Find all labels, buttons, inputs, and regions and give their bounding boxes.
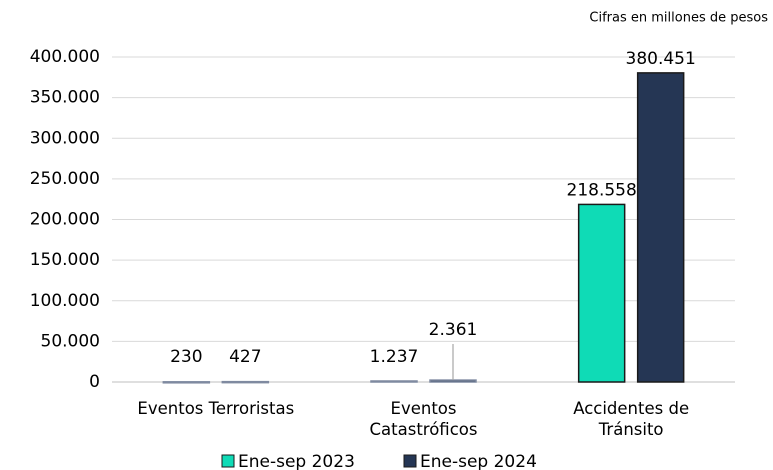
- y-tick-label: 50.000: [41, 331, 100, 351]
- value-label: 2.361: [429, 320, 478, 340]
- y-tick-label: 300.000: [30, 128, 100, 148]
- y-tick-label: 200.000: [30, 210, 100, 230]
- y-tick-label: 250.000: [30, 169, 100, 189]
- annotation: Cifras en millones de pesos: [589, 11, 768, 26]
- y-tick-label: 350.000: [30, 88, 100, 108]
- value-label: 230: [170, 347, 202, 367]
- bar: [370, 380, 418, 383]
- value-label: 218.558: [567, 180, 637, 200]
- bar: [162, 381, 211, 384]
- bar: [636, 72, 685, 383]
- value-label: 1.237: [370, 347, 419, 367]
- x-tick-label: Eventos Terroristas: [137, 399, 295, 418]
- x-tick-label: Accidentes de Tránsito: [573, 399, 690, 439]
- bar: [577, 203, 626, 383]
- legend-label: Ene-sep 2024: [420, 452, 537, 470]
- y-tick-label: 150.000: [30, 250, 100, 270]
- bar: [221, 380, 270, 384]
- value-label: 380.451: [626, 49, 696, 69]
- legend-swatch: [403, 454, 417, 468]
- y-tick-label: 0: [89, 372, 100, 392]
- value-label: 427: [229, 347, 261, 367]
- bar: [429, 379, 477, 383]
- legend-swatch: [221, 454, 235, 468]
- y-tick-label: 100.000: [30, 291, 100, 311]
- y-tick-label: 400.000: [30, 47, 100, 67]
- legend-label: Ene-sep 2023: [238, 452, 355, 470]
- x-tick-label: Eventos Catastróficos: [369, 399, 478, 439]
